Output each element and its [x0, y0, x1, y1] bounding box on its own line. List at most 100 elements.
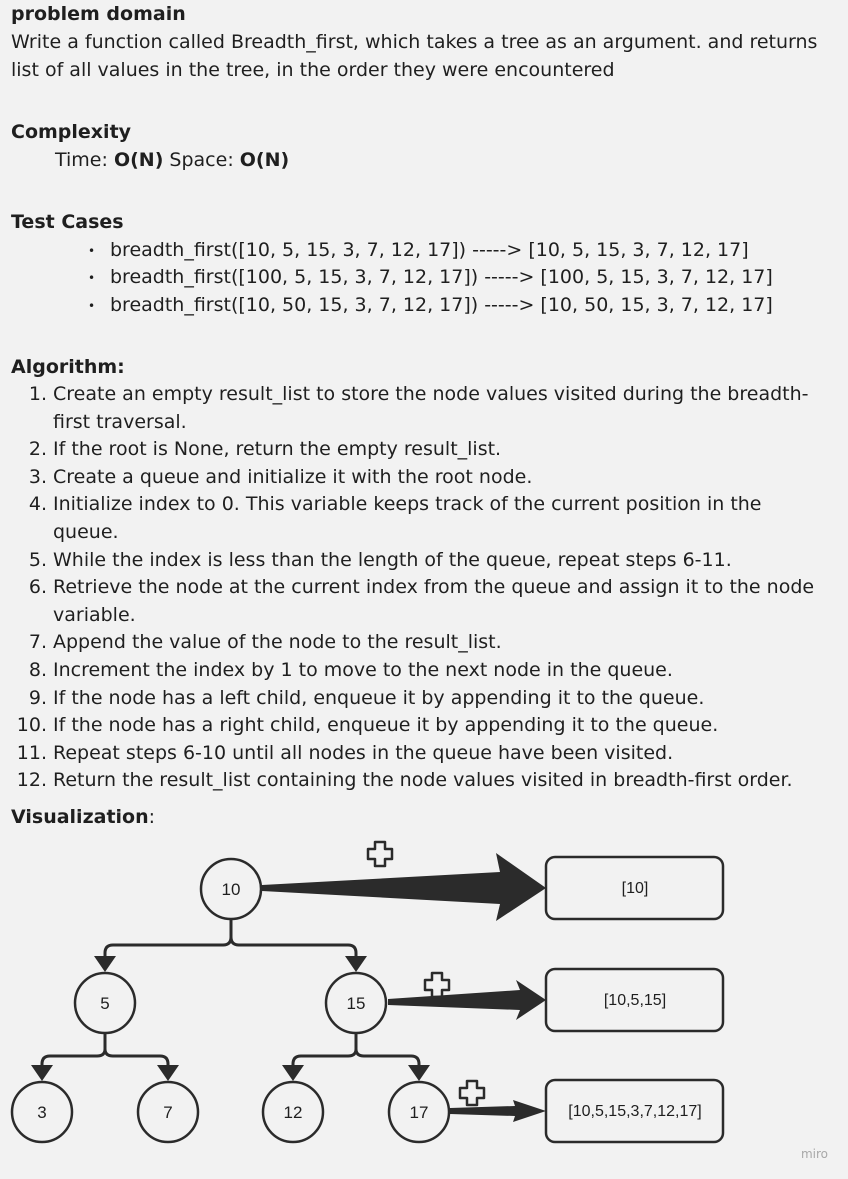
- node-right: [324, 971, 388, 1035]
- result-label-1: [10]: [622, 880, 649, 897]
- test-case-item: • breadth_first([10, 50, 15, 3, 7, 12, 17…: [88, 293, 773, 318]
- test-case-item: • breadth_first([100, 5, 15, 3, 7, 12, 17…: [88, 265, 773, 290]
- result-labels: [10] [10,5,15] [10,5,15,3,7,12,17]: [568, 880, 701, 1120]
- result-box-2: [544, 967, 725, 1033]
- node-left: [73, 971, 137, 1035]
- bullet-icon: •: [88, 270, 96, 285]
- bullet-icon: •: [88, 298, 96, 313]
- test-cases-title: Test Cases: [11, 211, 124, 233]
- plus-icon: [458, 1079, 486, 1107]
- step-text: If the root is None, return the empty re…: [53, 438, 502, 461]
- step-number: 5.: [28, 548, 47, 571]
- connector-arrowheads: [31, 956, 430, 1081]
- algorithm-step: 9. If the node has a left child, enqueue …: [0, 685, 830, 713]
- node-label-right: 15: [347, 994, 366, 1013]
- step-text: Append the value of the node to the resu…: [53, 631, 502, 654]
- arrowhead-right-right: [408, 1065, 430, 1081]
- result-label-3: [10,5,15,3,7,12,17]: [568, 1103, 701, 1120]
- time-value: O(N): [113, 149, 164, 171]
- visualization-title: Visualization:: [11, 805, 155, 829]
- algorithm-step: 12. Return the result_list containing the…: [0, 767, 830, 795]
- step-text: Create an empty result_list to store the…: [53, 383, 809, 433]
- node-label-right-left: 12: [284, 1103, 303, 1122]
- result-arrow-2: [388, 980, 546, 1020]
- step-text: Create a queue and initialize it with th…: [53, 465, 533, 488]
- test-case-text: breadth_first([10, 5, 15, 3, 7, 12, 17])…: [110, 239, 749, 261]
- complexity-title: Complexity: [11, 121, 132, 143]
- step-text: While the index is less than the length …: [53, 548, 732, 571]
- problem-domain-title: problem domain: [11, 3, 186, 25]
- plus-icon: [423, 971, 451, 999]
- tree-connectors: [40, 919, 421, 1071]
- node-left-left: [10, 1080, 74, 1144]
- step-number: 8.: [28, 658, 47, 681]
- step-text: If the node has a left child, enqueue it…: [53, 686, 705, 709]
- algorithm-step: 10. If the node has a right child, enqueu…: [0, 712, 830, 740]
- step-text: Repeat steps 6-10 until all nodes in the…: [53, 741, 674, 764]
- arrowhead-left: [94, 956, 116, 972]
- algorithm-step: 6. Retrieve the node at the current index…: [0, 574, 830, 629]
- step-number: 7.: [28, 631, 47, 654]
- step-text: Return the result_list containing the no…: [53, 769, 793, 792]
- step-text: Retrieve the node at the current index f…: [53, 576, 815, 626]
- step-number: 9.: [28, 686, 47, 709]
- node-right-right: [387, 1080, 451, 1144]
- test-case-item: • breadth_first([10, 5, 15, 3, 7, 12, 17]…: [88, 238, 749, 263]
- node-label-left-right: 7: [163, 1103, 172, 1122]
- step-number: 10.: [16, 714, 47, 737]
- algorithm-step: 2. If the root is None, return the empty …: [0, 436, 830, 464]
- node-root: [199, 857, 263, 921]
- result-box-1: [544, 855, 725, 921]
- problem-description: Write a function called Breadth_first, w…: [11, 31, 818, 81]
- step-number: 12.: [16, 769, 47, 792]
- test-case-text: breadth_first([100, 5, 15, 3, 7, 12, 17]…: [110, 266, 773, 288]
- algorithm-step: 5. While the index is less than the lengt…: [0, 547, 830, 575]
- node-label-right-right: 17: [410, 1103, 429, 1122]
- node-label-left: 5: [100, 994, 109, 1013]
- step-text: Initialize index to 0. This variable kee…: [53, 493, 762, 543]
- node-left-right: [136, 1080, 200, 1144]
- result-arrow-3: [450, 1100, 546, 1122]
- tree-nodes: [10, 857, 451, 1144]
- time-label: Time:: [55, 149, 108, 171]
- arrowhead-left-left: [31, 1065, 53, 1081]
- step-number: 2.: [28, 438, 47, 461]
- step-number: 4.: [28, 493, 47, 516]
- arrowhead-right-left: [282, 1065, 304, 1081]
- result-label-2: [10,5,15]: [604, 992, 666, 1009]
- step-text: Increment the index by 1 to move to the …: [53, 658, 673, 681]
- algorithm-step: 4. Initialize index to 0. This variable k…: [0, 491, 830, 546]
- result-arrow-1: [262, 853, 546, 921]
- complexity-line: Time: O(N) Space: O(N): [55, 148, 289, 172]
- step-text: If the node has a right child, enqueue i…: [53, 714, 719, 737]
- node-right-left: [261, 1080, 325, 1144]
- test-case-text: breadth_first([10, 50, 15, 3, 7, 12, 17]…: [110, 294, 773, 316]
- algorithm-step: 1. Create an empty result_list to store t…: [0, 381, 830, 436]
- miro-watermark: miro: [800, 1147, 828, 1161]
- arrowhead-left-right: [157, 1065, 179, 1081]
- visualization-label: Visualization: [11, 806, 149, 828]
- result-box-3: [544, 1078, 725, 1144]
- algorithm-step: 8. Increment the index by 1 to move to th…: [0, 657, 830, 685]
- node-label-left-left: 3: [37, 1103, 46, 1122]
- node-labels: 10 5 15 3 7 12 17: [37, 880, 428, 1122]
- plus-icons: [366, 840, 486, 1107]
- algorithm-step: 3. Create a queue and initialize it with …: [0, 464, 830, 492]
- result-boxes: [544, 855, 725, 1144]
- visualization-colon: :: [148, 806, 156, 828]
- connector-root: [103, 919, 358, 962]
- result-arrows: [262, 853, 546, 1122]
- connector-left: [40, 1033, 170, 1071]
- space-label: Space:: [169, 149, 234, 171]
- space-value: O(N): [239, 149, 290, 171]
- algorithm-title: Algorithm:: [11, 356, 125, 378]
- algorithm-step: 7. Append the value of the node to the re…: [0, 629, 830, 657]
- algorithm-steps: 1. Create an empty result_list to store t…: [0, 381, 830, 795]
- algorithm-step: 11. Repeat steps 6-10 until all nodes in …: [0, 740, 830, 768]
- step-number: 1.: [28, 383, 47, 405]
- step-number: 6.: [28, 576, 47, 599]
- step-number: 3.: [28, 465, 47, 488]
- bullet-icon: •: [88, 243, 96, 258]
- plus-icon: [366, 840, 394, 868]
